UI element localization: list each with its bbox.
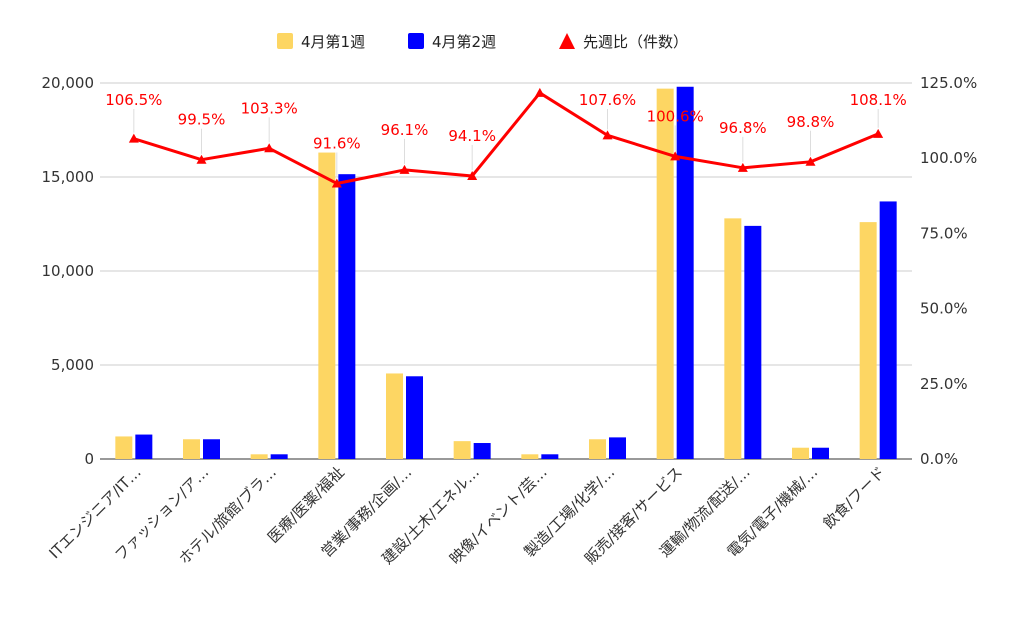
legend-label: 4月第2週 xyxy=(432,33,496,51)
right-tick-label: 100.0% xyxy=(920,149,977,167)
ratio-point xyxy=(805,156,816,166)
left-tick-label: 5,000 xyxy=(51,356,94,374)
ratio-data-label: 108.1% xyxy=(850,91,907,109)
ratio-data-label: 94.1% xyxy=(448,127,496,145)
category-axis: ITエンジニア/IT…ファッション/ア…ホテル/旅館/ブラ…医療/医薬/福祉営業… xyxy=(46,463,889,568)
ratio-point xyxy=(264,143,275,153)
ratio-point xyxy=(737,162,748,172)
bar-week2 xyxy=(270,454,288,459)
ratio-data-label: 103.3% xyxy=(241,99,298,117)
ratio-line-path xyxy=(133,91,879,185)
bar-week1 xyxy=(792,447,809,459)
legend: 4月第1週 4月第2週 先週比（件数） xyxy=(277,33,688,51)
bar-week1 xyxy=(453,441,471,459)
ratio-data-label: 100.6% xyxy=(647,107,704,125)
ratio-line: 106.5% 99.5% 103.3% 91.6% 96.1% 94.1% 107.6% 10… xyxy=(105,87,907,188)
left-axis: 0 5,000 10,000 15,000 20,000 xyxy=(42,74,95,468)
bar-week2 xyxy=(406,376,423,459)
bar-week2 xyxy=(203,439,220,459)
ratio-point xyxy=(467,170,478,180)
bar-week2 xyxy=(135,434,153,459)
ratio-data-label: 98.8% xyxy=(787,113,835,131)
bar-week2 xyxy=(609,437,626,459)
ratio-point xyxy=(331,178,342,188)
bar-week2 xyxy=(879,201,897,459)
ratio-data-label: 91.6% xyxy=(313,134,361,152)
legend-swatch xyxy=(408,33,424,49)
ratio-data-label: 96.8% xyxy=(719,119,767,137)
bars xyxy=(115,86,897,459)
left-tick-label: 20,000 xyxy=(42,74,95,92)
category-label: 飲食/フード xyxy=(820,463,889,532)
legend-swatch xyxy=(277,33,293,49)
ratio-data-label: 96.1% xyxy=(381,121,429,139)
right-tick-label: 0.0% xyxy=(920,450,958,468)
bar-week1 xyxy=(318,152,336,459)
left-tick-label: 0 xyxy=(84,450,94,468)
right-tick-label: 75.0% xyxy=(920,224,968,242)
ratio-point xyxy=(128,133,139,143)
bar-week2 xyxy=(676,86,694,459)
legend-label: 先週比（件数） xyxy=(583,33,688,51)
ratio-data-label: 107.6% xyxy=(579,91,636,109)
right-axis: 0.0% 25.0% 50.0% 75.0% 100.0% 125.0% xyxy=(920,74,977,468)
bar-week2 xyxy=(541,454,559,459)
right-tick-label: 25.0% xyxy=(920,375,968,393)
bar-week1 xyxy=(183,439,200,459)
ratio-data-label: 99.5% xyxy=(178,111,226,129)
bar-week2 xyxy=(338,174,356,459)
ratio-point xyxy=(399,164,410,174)
legend-swatch xyxy=(559,33,575,49)
ratio-point xyxy=(534,87,545,97)
left-tick-label: 10,000 xyxy=(42,262,95,280)
left-tick-label: 15,000 xyxy=(42,168,95,186)
bar-week1 xyxy=(859,222,877,459)
ratio-point xyxy=(602,130,613,140)
bar-week1 xyxy=(115,436,133,459)
ratio-point xyxy=(873,128,884,138)
bar-week1 xyxy=(656,88,674,459)
gridlines xyxy=(100,82,912,460)
bar-week1 xyxy=(724,218,742,459)
bar-week2 xyxy=(812,447,829,459)
bar-week1 xyxy=(386,373,403,459)
bar-week1 xyxy=(589,439,606,459)
ratio-data-label: 106.5% xyxy=(105,91,162,109)
legend-label: 4月第1週 xyxy=(301,33,365,51)
bar-week2 xyxy=(744,225,762,459)
bar-week1 xyxy=(250,454,268,459)
bar-week2 xyxy=(473,443,491,459)
right-tick-label: 125.0% xyxy=(920,74,977,92)
right-tick-label: 50.0% xyxy=(920,300,968,318)
bar-week1 xyxy=(521,454,539,459)
ratio-point xyxy=(196,154,207,164)
ratio-point xyxy=(670,151,681,161)
